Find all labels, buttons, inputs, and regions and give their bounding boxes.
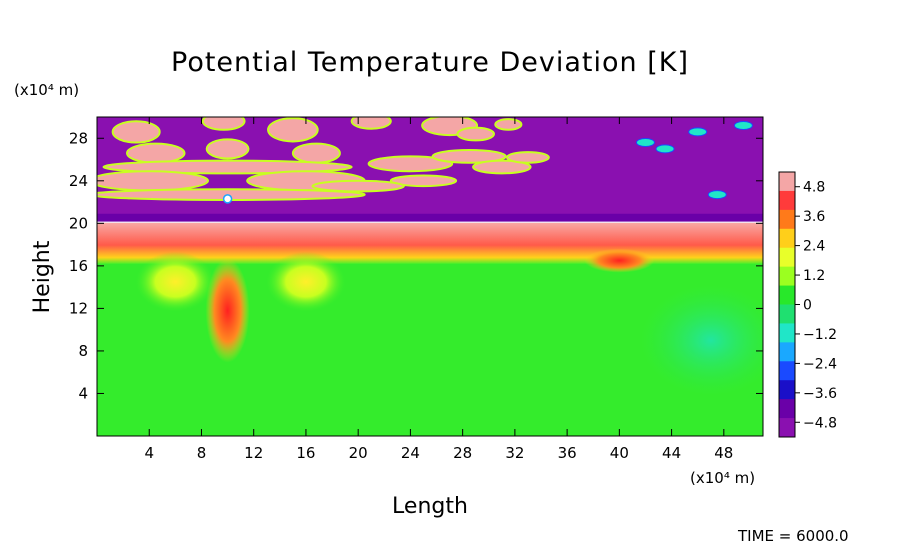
- x-unit-label: (x10⁴ m): [690, 469, 755, 487]
- colorbar-label-1.2: 1.2: [803, 268, 825, 284]
- colorbar-segment-9: [779, 342, 795, 362]
- x-axis-label: Length: [392, 494, 468, 519]
- y-unit-label: (x10⁴ m): [14, 81, 79, 99]
- plot-frame: [96, 116, 764, 437]
- warm-blob-17: [472, 159, 532, 175]
- colorbar-segment-2: [779, 209, 795, 230]
- warm-blob-1: [201, 117, 246, 131]
- x-tick-label-24: 24: [401, 444, 420, 462]
- x-tick-label-20: 20: [349, 444, 368, 462]
- x-tick-label-12: 12: [244, 444, 263, 462]
- colorbar-segment-8: [779, 323, 795, 343]
- colorbar-segment-13: [779, 418, 795, 438]
- colorbar-label--3.6: −3.6: [803, 386, 837, 402]
- colorbar-label--4.8: −4.8: [803, 415, 837, 431]
- colorbar-segment-10: [779, 361, 795, 381]
- y-tick-label-8: 8: [78, 342, 88, 360]
- colorbar-label-2.4: 2.4: [803, 239, 825, 255]
- heatmap-features: [135, 248, 763, 396]
- colorbar: 4.8 3.6 2.4 1.2 0 −1.2 −2.4 −3.6 −4.8: [778, 171, 837, 438]
- feature-eddy: [584, 248, 655, 273]
- y-tick-label-4: 4: [78, 384, 88, 402]
- time-label: TIME = 6000.0: [737, 527, 849, 544]
- cold-streak-1: [635, 138, 655, 148]
- colorbar-label-0: 0: [803, 298, 812, 314]
- cold-streak-3: [707, 190, 727, 200]
- x-tick-label-44: 44: [662, 444, 681, 462]
- warm-blob-18: [506, 151, 550, 164]
- colorbar-segment-7: [779, 304, 795, 324]
- cold-streak-4: [733, 121, 753, 131]
- x-tick-label-4: 4: [144, 444, 154, 462]
- colorbar-segment-1: [779, 190, 795, 211]
- colorbar-label-4.8: 4.8: [803, 180, 825, 196]
- warm-blob-9: [126, 142, 186, 164]
- colorbar-segment-6: [779, 285, 795, 305]
- x-tick-label-16: 16: [296, 444, 315, 462]
- colorbar-segment-5: [779, 266, 795, 287]
- warm-blob-16: [431, 148, 507, 164]
- y-tick-label-28: 28: [69, 129, 88, 147]
- colorbar-segment-11: [779, 380, 795, 400]
- feature-cool-patch: [640, 285, 763, 396]
- cold-streak-0: [688, 127, 708, 137]
- y-tick-label-12: 12: [69, 299, 88, 317]
- x-tick-label-36: 36: [558, 444, 577, 462]
- x-tick-label-8: 8: [197, 444, 207, 462]
- x-tick-label-28: 28: [453, 444, 472, 462]
- y-tick-label-20: 20: [69, 214, 88, 232]
- colorbar-segment-4: [779, 247, 795, 268]
- colorbar-label--1.2: −1.2: [803, 327, 837, 343]
- x-tick-label-32: 32: [505, 444, 524, 462]
- feature-right-vortex: [265, 251, 346, 312]
- warm-blob-10: [102, 159, 353, 175]
- warm-blob-8: [291, 142, 341, 164]
- warm-blob-3: [350, 117, 392, 130]
- colorbar-label--2.4: −2.4: [803, 356, 837, 372]
- x-tick-label-40: 40: [610, 444, 629, 462]
- warm-blob-6: [494, 118, 523, 131]
- colorbar-segment-0: [779, 172, 795, 192]
- boundary-spot: [222, 194, 233, 204]
- y-tick-label-16: 16: [69, 257, 88, 275]
- colorbar-segment-12: [779, 399, 795, 419]
- x-tick-label-48: 48: [714, 444, 733, 462]
- colorbar-segment-3: [779, 228, 795, 249]
- feature-central-plume: [205, 258, 250, 363]
- colorbar-label-3.6: 3.6: [803, 209, 825, 225]
- warm-blob-14: [367, 155, 454, 173]
- y-tick-label-24: 24: [69, 172, 88, 190]
- y-axis-label: Height: [30, 240, 55, 313]
- inversion-band: [97, 213, 763, 223]
- warm-blob-19: [311, 179, 405, 193]
- feature-left-vortex: [135, 251, 216, 312]
- chart-title: Potential Temperature Deviation [K]: [171, 47, 689, 78]
- warm-blob-0: [111, 120, 161, 144]
- cold-streak-2: [655, 144, 675, 154]
- warm-blob-15: [389, 174, 458, 188]
- warm-blob-5: [456, 126, 495, 142]
- warm-blob-7: [205, 138, 250, 160]
- warm-blob-2: [267, 117, 319, 143]
- warm-blob-11: [97, 170, 209, 192]
